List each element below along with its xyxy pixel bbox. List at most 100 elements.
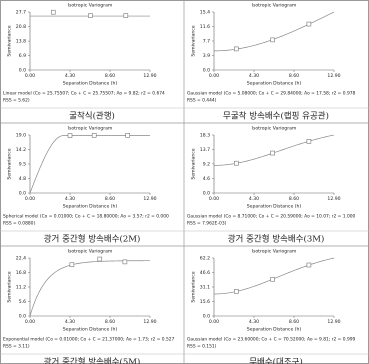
point [125,133,130,138]
point [97,256,103,262]
y-tick-label: 7.7 [203,39,210,45]
caption: 광거 중간형 방속배수(5M) [44,357,141,364]
y-tick-label: 11.6 [200,24,210,30]
caption: 광거 중간형 방속배수(2M) [44,234,141,245]
chart-title: Isotropic Variogram [68,3,113,9]
x-axis-label: Separation Distance (h) [247,327,302,333]
point [270,276,275,282]
point [50,9,56,15]
y-tick-label: 27.7 [16,10,26,16]
point [234,289,239,294]
model-text: RSS = 7.962E-03) [187,221,227,227]
chart-title: Isotropic Variogram [252,126,297,132]
x-tick-label: 4.30 [65,196,75,202]
x-axis-label: Separation Distance (h) [247,204,302,210]
y-tick-label: 5.6 [19,299,26,305]
point [306,21,312,27]
x-tick-label: 12.90 [327,73,340,79]
model-text: Spherical model (Co = 0.01000; Co + C = … [3,214,169,220]
model-text: Gaussian model (Co = 23.60000; Co + C = … [187,337,356,343]
caption: 굴착식(관행) [69,111,115,122]
model-text: RSS = 3.11) [3,344,30,350]
point [91,133,97,138]
model-curve [213,257,335,295]
model-curve [213,134,335,166]
y-tick-label: 13.7 [200,147,210,153]
point [69,262,75,268]
x-tick-label: 8.60 [105,319,115,325]
y-axis-label: Semivariance [191,271,197,302]
caption: 무배수(대조구) [249,357,303,364]
x-tick-label: 4.30 [249,319,259,325]
y-tick-label: 9.5 [19,162,26,168]
y-axis-label: Semivariance [191,148,197,179]
y-tick-label: 16.8 [16,270,26,276]
x-tick-label: 0.00 [25,319,35,325]
y-tick-label: 0.0 [19,191,26,197]
x-tick-label: 8.60 [105,73,115,79]
y-tick-label: 0.0 [203,191,210,197]
y-tick-label: 19.0 [16,133,26,139]
x-tick-label: 4.30 [65,319,75,325]
point [234,46,239,52]
x-tick-label: 0.00 [209,196,219,202]
x-tick-label: 0.00 [209,73,219,79]
y-tick-label: 46.6 [200,270,210,276]
point [234,160,239,166]
x-axis-label: Separation Distance (h) [247,81,302,87]
model-text: RSS = 0.151) [187,344,217,350]
x-axis-label: Separation Distance (h) [63,81,118,87]
x-tick-label: 0.00 [25,73,35,79]
model-text: RSS = 0.0880) [3,221,35,227]
point [123,13,129,18]
y-axis-label: Semivariance [7,271,13,302]
y-tick-label: 15.6 [200,299,210,305]
y-tick-label: 0.0 [203,314,210,320]
y-tick-label: 20.8 [16,24,26,30]
x-tick-label: 12.90 [143,319,156,325]
y-tick-label: 11.2 [16,285,26,291]
y-tick-label: 0.0 [19,314,26,320]
y-tick-label: 14.2 [16,147,26,153]
model-curve [29,135,150,194]
x-tick-label: 12.90 [327,319,340,325]
chart-title: Isotropic Variogram [68,126,113,132]
y-axis-label: Semivariance [7,25,13,56]
x-tick-label: 12.90 [143,73,156,79]
caption: 광거 중간형 방속배수(3M) [228,234,325,245]
caption: 무굴착 방속배수(랩핑 유공관) [223,111,329,122]
point [122,259,128,265]
chart-title: Isotropic Variogram [252,249,297,255]
y-tick-label: 4.8 [19,176,26,182]
x-tick-label: 8.60 [289,73,299,79]
x-axis-label: Separation Distance (h) [63,327,118,333]
x-tick-label: 8.60 [289,196,299,202]
y-tick-label: 0.0 [203,68,210,74]
model-text: Gaussian model (Co = 5.08000; Co + C = 2… [187,91,356,97]
y-tick-label: 6.9 [19,53,26,59]
y-tick-label: 31.1 [200,285,210,291]
x-tick-label: 4.30 [249,73,259,79]
chart-title: Isotropic Variogram [68,249,113,255]
point [270,37,275,43]
x-tick-label: 4.30 [65,73,75,79]
model-text: Gaussian model (Co = 8.71000; Co + C = 2… [187,214,356,220]
point [88,13,93,18]
x-axis-label: Separation Distance (h) [63,204,118,210]
y-tick-label: 13.8 [16,39,26,45]
model-text: RSS = 5.62) [3,98,30,104]
model-text: Exponential model (Co = 0.01000; Co + C … [3,337,175,343]
chart-title: Isotropic Variogram [252,3,297,9]
y-tick-label: 62.2 [200,256,210,262]
y-tick-label: 3.9 [203,53,210,59]
x-tick-label: 12.90 [327,196,340,202]
y-axis-label: Semivariance [191,25,197,56]
point [270,150,275,156]
model-curve [213,11,335,52]
point [306,262,312,268]
y-tick-label: 9.2 [203,161,210,167]
x-tick-label: 8.60 [289,319,299,325]
y-tick-label: 0.0 [19,68,26,74]
model-text: Linear model (Co = 25.75507; Co + C = 25… [3,91,165,97]
